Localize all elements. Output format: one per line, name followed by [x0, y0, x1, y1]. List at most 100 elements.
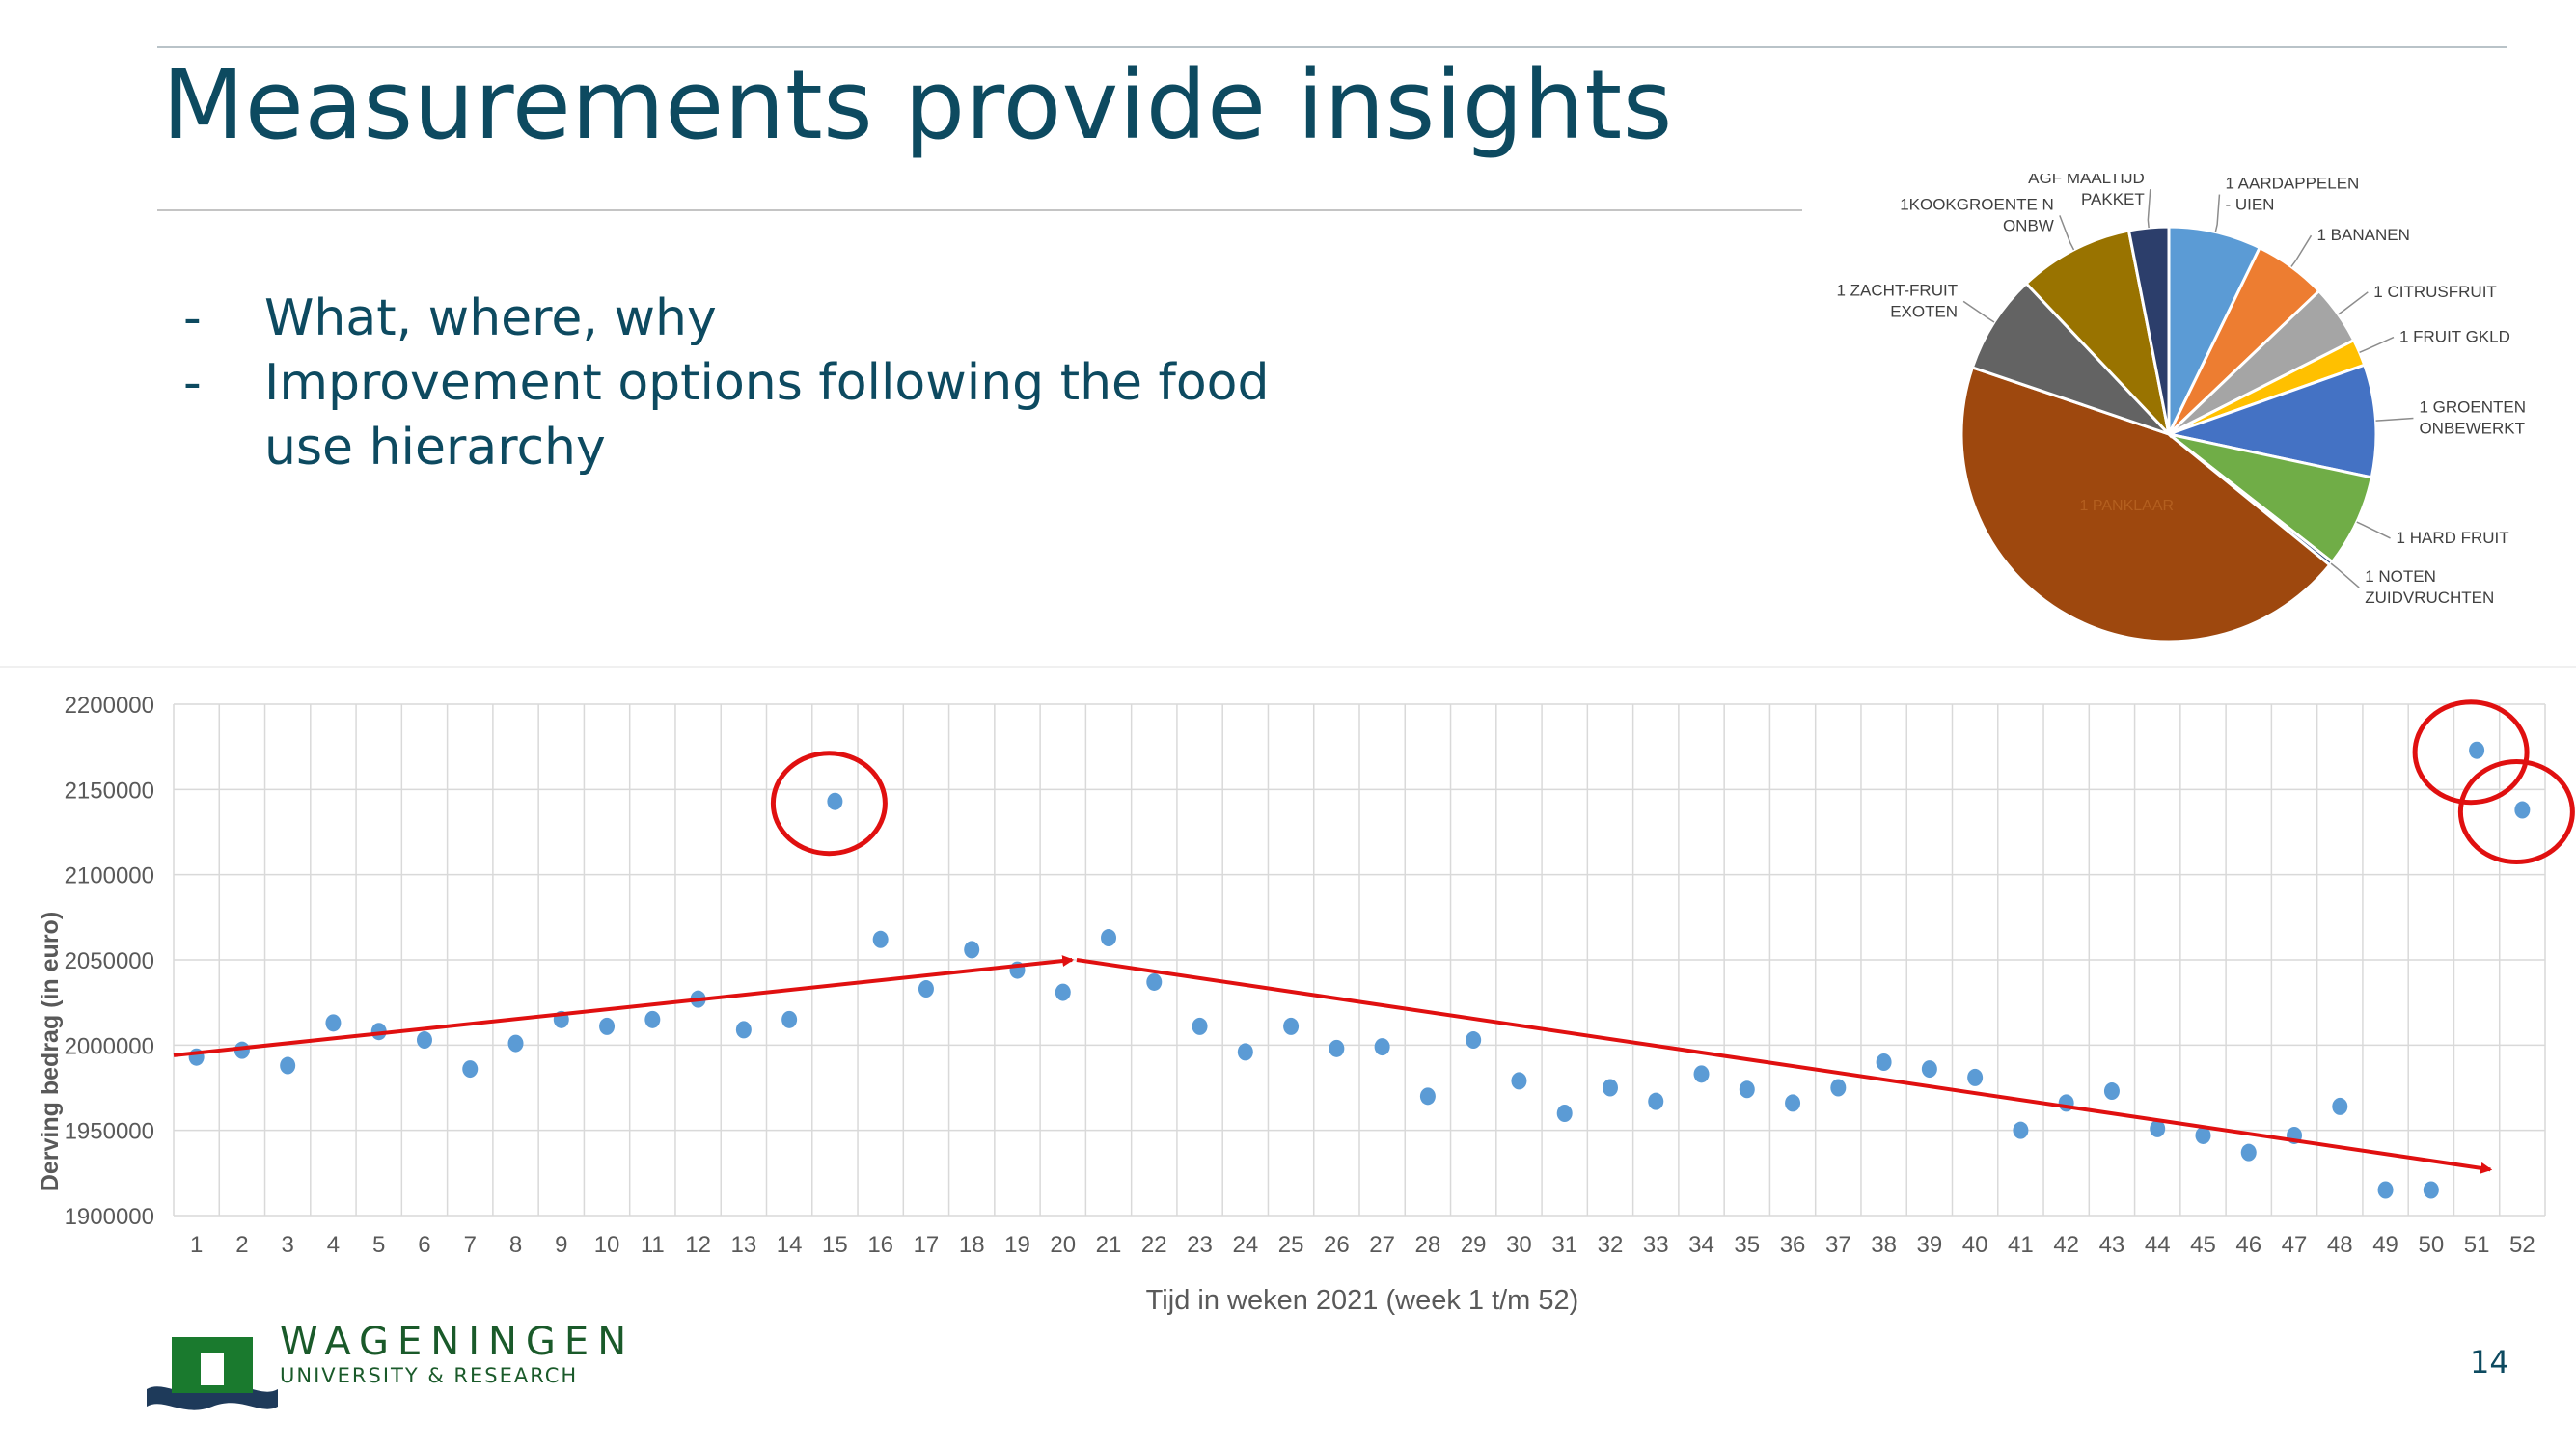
outlier-circle [2457, 759, 2575, 865]
x-tick-label: 25 [1278, 1232, 1304, 1258]
pie-slice-label: 1 AARDAPPELEN - UIEN [2225, 175, 2359, 214]
logo-subtitle: UNIVERSITY & RESEARCH [280, 1364, 579, 1387]
x-tick-label: 38 [1871, 1232, 1897, 1258]
data-point [827, 792, 843, 810]
x-tick-label: 19 [1004, 1232, 1030, 1258]
data-point [325, 1014, 342, 1032]
data-point [1055, 983, 1071, 1001]
x-tick-label: 47 [2282, 1232, 2308, 1258]
x-tick-label: 52 [2509, 1232, 2535, 1258]
x-tick-label: 28 [1415, 1232, 1441, 1258]
pie-slice-label: 1KOOKGROENTE N ONBW [1900, 195, 2054, 234]
x-tick-label: 39 [1917, 1232, 1943, 1258]
x-tick-label: 32 [1598, 1232, 1624, 1258]
data-point [2103, 1082, 2120, 1101]
trend-arrow [1076, 958, 2493, 1174]
wageningen-logo-mark [147, 1337, 278, 1410]
y-tick-label: 2100000 [65, 863, 154, 889]
outlier-circle [2412, 699, 2530, 806]
y-tick-label: 1900000 [65, 1204, 154, 1230]
y-tick-label: 2000000 [65, 1033, 154, 1059]
x-tick-label: 10 [594, 1232, 620, 1258]
x-tick-label: 4 [327, 1232, 340, 1258]
x-tick-label: 35 [1734, 1232, 1760, 1258]
data-point [1785, 1094, 1801, 1112]
pie-leader-line [2147, 189, 2151, 229]
data-point [416, 1031, 432, 1050]
pie-slice-label: 1 PANKLAAR [2080, 498, 2175, 514]
pie-slice [1970, 281, 2171, 436]
pie-leader-line [2214, 194, 2221, 232]
logo-wordmark: WAGENINGEN [280, 1320, 636, 1364]
pie-slice [2126, 225, 2171, 435]
data-point [1419, 1087, 1436, 1106]
pie-leader-line [2356, 521, 2391, 539]
slide-title: Measurements provide insights [162, 50, 1673, 161]
x-tick-label: 17 [914, 1232, 940, 1258]
data-point [1237, 1043, 1253, 1061]
x-tick-label: 8 [509, 1232, 522, 1258]
pie-slice-label: 1 CITRUSFRUIT [2373, 283, 2497, 301]
data-point [1374, 1038, 1390, 1056]
bullet-item: - Improvement options following the food… [183, 351, 1341, 480]
pie-leader-line [2330, 562, 2360, 588]
page-number: 14 [2470, 1344, 2509, 1381]
x-tick-label: 37 [1825, 1232, 1851, 1258]
x-tick-label: 27 [1369, 1232, 1395, 1258]
data-point [2240, 1143, 2257, 1162]
data-point [507, 1034, 524, 1053]
x-tick-label: 45 [2190, 1232, 2216, 1258]
x-tick-label: 2 [235, 1232, 248, 1258]
y-tick-label: 2150000 [65, 778, 154, 804]
pie-leader-line [2359, 336, 2395, 354]
data-point [1101, 929, 1117, 947]
data-point [872, 930, 889, 948]
x-tick-label: 16 [867, 1232, 893, 1258]
x-tick-label: 1 [190, 1232, 203, 1258]
x-tick-label: 20 [1050, 1232, 1076, 1258]
x-tick-label: 51 [2464, 1232, 2490, 1258]
data-point [1329, 1039, 1345, 1057]
x-tick-label: 30 [1506, 1232, 1532, 1258]
pie-slice-label: 1 GROENTEN ONBEWERKT [2419, 397, 2526, 437]
data-point [2013, 1121, 2029, 1139]
x-tick-label: 22 [1141, 1232, 1167, 1258]
data-point [1876, 1053, 1892, 1071]
x-tick-label: 24 [1232, 1232, 1258, 1258]
x-tick-label: 23 [1187, 1232, 1213, 1258]
pie-slice [2163, 363, 2378, 479]
bullet-text: What, where, why [264, 289, 717, 347]
x-tick-label: 18 [959, 1232, 985, 1258]
scatter-chart: 1900000 1950000 2000000 2050000 2100000 21500… [0, 666, 2576, 1316]
x-tick-label: 3 [281, 1232, 293, 1258]
data-point [1466, 1031, 1482, 1050]
data-point [1556, 1105, 1573, 1122]
x-tick-label: 48 [2327, 1232, 2353, 1258]
bullet-dash: - [183, 289, 202, 347]
data-point [1921, 1060, 1937, 1079]
pie-leader-line [2338, 291, 2369, 315]
x-axis-label: Tijd in weken 2021 (week 1 t/m 52) [1146, 1285, 1579, 1316]
x-tick-label: 33 [1643, 1232, 1669, 1258]
data-point [599, 1017, 616, 1035]
data-point [2469, 741, 2485, 759]
bullet-item: - What, where, why [183, 287, 1341, 351]
x-tick-label: 44 [2145, 1232, 2171, 1258]
pie-leader-line [2375, 417, 2414, 422]
x-tick-label: 36 [1780, 1232, 1806, 1258]
x-tick-label: 14 [777, 1232, 803, 1258]
data-point [735, 1021, 752, 1039]
trend-arrow [173, 955, 1075, 1057]
outlier-circle [770, 751, 888, 857]
data-point [1283, 1017, 1300, 1035]
data-point [918, 980, 934, 998]
pie-slice-label: 1 HARD FRUIT [2397, 529, 2509, 547]
data-point [644, 1010, 661, 1028]
bullet-text: Improvement options following the food u… [264, 354, 1270, 477]
pie-leader-line [2290, 234, 2313, 267]
data-point [1602, 1079, 1618, 1097]
pie-chart: 1 AARDAPPELEN - UIEN 1 BANANEN 1 CITRUSFRUI… [1836, 174, 2526, 643]
data-point [1511, 1072, 1527, 1090]
x-tick-label: 29 [1461, 1232, 1487, 1258]
data-point [1967, 1068, 1984, 1086]
